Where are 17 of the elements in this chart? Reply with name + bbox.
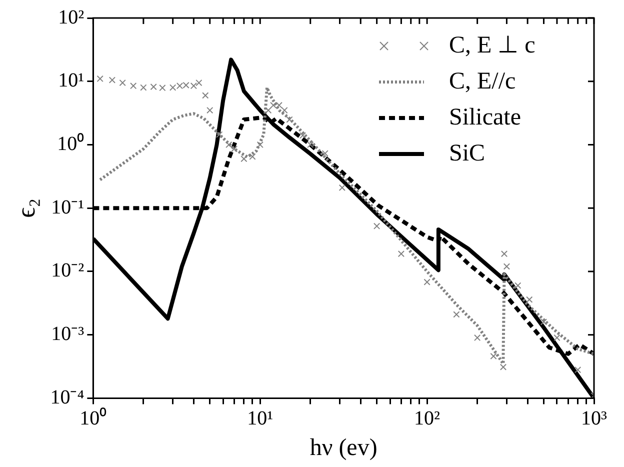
x-tick-label: 10⁰ (80, 406, 107, 430)
x-tick-label: 10² (414, 407, 440, 430)
y-tick-label: 10⁻¹ (51, 196, 84, 218)
y-tick-label: 10⁻³ (51, 323, 84, 346)
x-axis-title: hν (ev) (310, 434, 378, 461)
legend-label: SiC (449, 140, 486, 166)
x-tick-label: 10¹ (247, 407, 274, 430)
legend-label: C, E//c (449, 68, 516, 94)
y-axis-title: ϵ₂ (11, 198, 40, 218)
legend-label: Silicate (449, 104, 521, 130)
y-tick-label: 10⁻² (51, 260, 84, 282)
y-tick-label: 10⁰ (57, 132, 84, 155)
x-tick-label: 10³ (581, 407, 607, 430)
y-tick-label: 10⁻⁴ (50, 386, 84, 408)
y-tick-label: 10¹ (58, 70, 84, 92)
y-tick-label: 10² (58, 6, 84, 28)
legend-label: C, E ⊥ c (449, 32, 536, 58)
